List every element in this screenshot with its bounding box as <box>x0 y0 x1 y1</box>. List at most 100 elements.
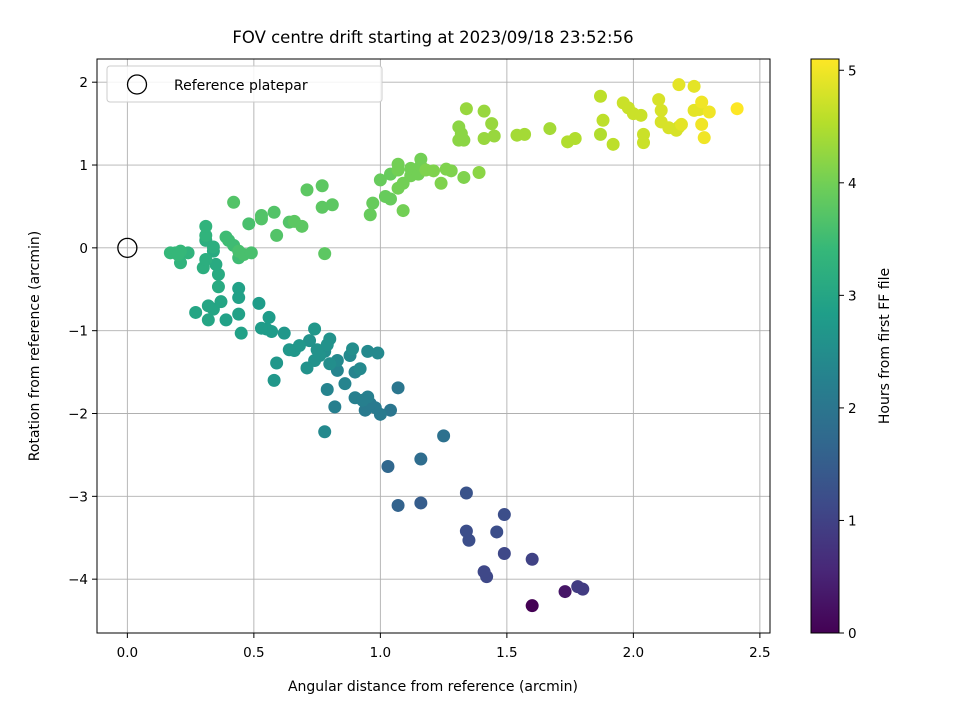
scatter-point <box>199 228 213 242</box>
scatter-point <box>254 321 268 335</box>
scatter-point <box>189 305 203 319</box>
colorbar-tick-label: 5 <box>848 63 857 79</box>
scatter-point <box>201 313 215 327</box>
scatter-point <box>434 176 448 190</box>
y-tick-label: −1 <box>68 324 88 340</box>
scatter-point <box>323 357 337 371</box>
scatter-point <box>328 400 342 414</box>
scatter-point <box>199 252 213 266</box>
scatter-point <box>437 429 451 443</box>
x-tick-label: 1.0 <box>370 645 391 661</box>
scatter-point <box>300 361 314 375</box>
scatter-point <box>227 195 241 209</box>
scatter-point <box>477 104 491 118</box>
scatter-point <box>315 200 329 214</box>
y-tick-label: −2 <box>68 407 88 423</box>
scatter-point <box>383 192 397 206</box>
scatter-point <box>558 585 572 599</box>
scatter-point <box>414 496 428 510</box>
scatter-point <box>219 313 233 327</box>
y-axis-label: Rotation from reference (arcmin) <box>27 231 43 461</box>
scatter-point <box>391 498 405 512</box>
scatter-point <box>201 299 215 313</box>
scatter-point <box>593 127 607 141</box>
reference-platepar-marker <box>117 237 138 258</box>
scatter-point <box>270 228 284 242</box>
scatter-point <box>477 565 491 579</box>
scatter-point <box>391 157 405 171</box>
scatter-point <box>383 403 397 417</box>
scatter-point <box>543 122 557 136</box>
grid <box>97 59 770 633</box>
scatter-point <box>292 339 306 353</box>
plot-area: 0.0 0.5 1.0 1.5 2.0 2.5 −4 −3 −2 −1 0 1 2 Reference… <box>68 58 771 661</box>
colorbar-tick-label: 4 <box>848 176 857 192</box>
scatter-point <box>242 217 256 231</box>
scatter-point <box>282 343 296 357</box>
scatter-point <box>356 393 370 407</box>
scatter-point <box>697 131 711 145</box>
scatter-point <box>373 173 387 187</box>
y-tick-label: −4 <box>68 572 88 588</box>
scatter-point <box>315 179 329 193</box>
scatter-point <box>270 356 284 370</box>
scatter-point <box>325 198 339 212</box>
scatter-point <box>252 296 266 310</box>
y-tick-label: 2 <box>79 75 88 91</box>
scatter-point <box>310 343 324 357</box>
scatter-point <box>568 132 582 146</box>
colorbar-ticks: 0 1 2 3 4 5 <box>839 63 857 642</box>
scatter-point <box>459 524 473 538</box>
scatter-point <box>487 129 501 143</box>
scatter-point <box>303 334 317 348</box>
scatter-point <box>497 546 511 560</box>
scatter-point <box>320 338 334 352</box>
x-tick-label: 2.5 <box>749 645 770 661</box>
scatter-point <box>414 452 428 466</box>
legend-label-reference-platepar: Reference platepar <box>174 78 308 94</box>
scatter-point <box>214 295 228 309</box>
scatter-point <box>459 102 473 116</box>
x-axis-ticks: 0.0 0.5 1.0 1.5 2.0 2.5 <box>117 633 771 661</box>
x-tick-label: 2.0 <box>623 645 644 661</box>
scatter-point <box>652 93 666 107</box>
scatter-point <box>593 89 607 103</box>
scatter-point <box>606 137 620 151</box>
colorbar-label: Hours from first FF file <box>877 268 893 424</box>
colorbar: 0 1 2 3 4 5 Hours from first FF file <box>810 58 893 642</box>
scatter-point <box>371 346 385 360</box>
scatter-point <box>232 291 246 305</box>
scatter-point <box>444 164 458 178</box>
colorbar-tick-label: 0 <box>848 626 857 642</box>
scatter-point <box>730 102 744 116</box>
scatter-point <box>396 204 410 218</box>
scatter-point <box>277 326 291 340</box>
scatter-point <box>472 165 486 179</box>
scatter-point <box>485 117 499 131</box>
scatter-point <box>363 208 377 222</box>
y-axis-ticks: −4 −3 −2 −1 0 1 2 <box>68 75 97 588</box>
legend-marker-reference-platepar <box>126 74 148 95</box>
scatter-point <box>391 381 405 395</box>
scatter-point <box>353 362 367 376</box>
scatter-point <box>636 136 650 150</box>
scatter-point <box>381 460 395 474</box>
scatter-point <box>695 95 709 109</box>
scatter-point <box>576 582 590 596</box>
scatter-point <box>654 103 668 117</box>
scatter-point <box>391 181 405 195</box>
y-tick-label: −3 <box>68 489 88 505</box>
scatter-point <box>490 525 504 539</box>
scatter-point <box>211 267 225 281</box>
scatter-point <box>295 219 309 233</box>
scatter-point <box>414 152 428 166</box>
scatter-point <box>232 244 246 258</box>
scatter-point <box>171 247 185 261</box>
scatter-point <box>702 105 716 119</box>
scatter-point <box>672 78 686 92</box>
scatter-point <box>232 307 246 321</box>
scatter-point <box>477 132 491 146</box>
scatter-point <box>634 108 648 122</box>
scatter-point <box>300 183 314 197</box>
scatter-point <box>234 326 248 340</box>
